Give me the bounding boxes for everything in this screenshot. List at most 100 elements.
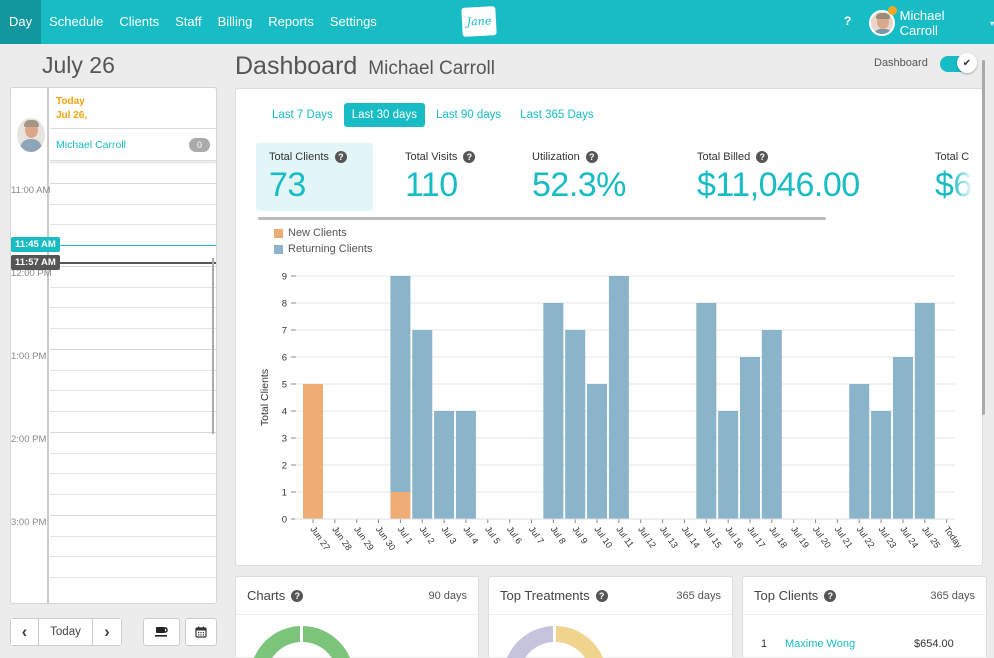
time-slot-line	[50, 204, 216, 205]
card-charts: Charts? 90 days	[235, 576, 479, 658]
time-slot-line	[50, 307, 216, 308]
user-name: Michael Carroll	[899, 8, 945, 38]
stats-horizontal-scrollbar[interactable]	[258, 217, 826, 220]
nav-schedule[interactable]: Schedule	[49, 14, 104, 29]
bar-returning-clients	[696, 303, 717, 519]
nav-billing[interactable]: Billing	[217, 14, 253, 29]
donut-segment	[303, 626, 350, 658]
treatments-donut	[507, 626, 603, 658]
card-header: Top Treatments? 365 days	[489, 577, 732, 615]
x-tick-label: Jul 11	[614, 524, 636, 549]
client-name-link[interactable]: Maxime Wong	[785, 637, 856, 650]
nav-staff[interactable]: Staff	[175, 14, 202, 29]
main-scrollbar[interactable]	[982, 60, 985, 415]
y-tick-label: 3	[282, 434, 287, 445]
stat-label: Total Clients	[269, 151, 329, 163]
y-tick-label: 9	[282, 272, 287, 283]
tab-last-365-days[interactable]: Last 365 Days	[520, 109, 594, 121]
user-avatar	[869, 10, 895, 36]
jane-logo[interactable]: Jane	[461, 6, 497, 37]
help-circle-icon[interactable]: ?	[824, 589, 837, 602]
now-time-pill: 11:45 AM	[11, 237, 60, 252]
card-top-clients: Top Clients? 365 days 1 Maxime Wong $654…	[742, 576, 987, 657]
x-tick-label: Jul 25	[920, 524, 942, 549]
x-tick-label: Jul 15	[702, 524, 724, 549]
stat-value: $11,046.00	[697, 166, 860, 204]
tab-last-30-days[interactable]: Last 30 days	[343, 103, 425, 127]
time-slot-line	[50, 453, 216, 454]
stat-value: 110	[405, 166, 458, 204]
user-menu[interactable]: Michael Carroll ▾	[869, 8, 994, 38]
time-slot-line	[50, 370, 216, 371]
stat-label: Total Billed	[697, 151, 751, 163]
bar-returning-clients	[892, 357, 913, 519]
date-nav-group: ‹ Today ›	[10, 618, 122, 646]
nav-day[interactable]: Day	[0, 0, 42, 44]
nav-reports[interactable]: Reports	[268, 14, 314, 29]
time-slot-line	[50, 162, 216, 163]
x-tick-label: Jul 4	[461, 524, 480, 545]
stat-total-billed[interactable]: Total Billed? $11,046.00	[684, 143, 904, 211]
time-slot-line	[50, 183, 216, 184]
y-tick-label: 1	[282, 488, 287, 499]
stat-total-visits[interactable]: Total Visits? 110	[392, 143, 502, 211]
top-nav-bar: Day Schedule Clients Staff Billing Repor…	[0, 0, 994, 44]
appointment-count-badge: 0	[188, 138, 210, 152]
bar-returning-clients	[849, 384, 870, 519]
card-title: Top Clients	[754, 588, 819, 603]
stat-total-clients[interactable]: Total Clients? 73	[256, 143, 373, 211]
time-slot-line	[50, 411, 216, 412]
staff-column-header[interactable]: Michael Carroll 0	[50, 130, 216, 161]
time-slot-line	[50, 432, 216, 433]
y-tick-label: 0	[282, 515, 287, 526]
time-label: 3:00 PM	[11, 517, 47, 528]
calendar-day-header: Today Jul 26,	[50, 88, 216, 129]
help-icon[interactable]: ?	[844, 14, 852, 28]
dashboard-toggle[interactable]: ✔	[940, 53, 977, 73]
help-circle-icon[interactable]: ?	[291, 589, 304, 602]
time-label: 11:00 AM	[11, 185, 51, 196]
x-tick-label: Jul 21	[833, 524, 855, 549]
stat-utilization[interactable]: Utilization? 52.3%	[519, 143, 659, 211]
stat-total-partial[interactable]: Total C $6	[922, 143, 982, 211]
notification-dot	[888, 6, 897, 15]
card-period: 365 days	[676, 589, 721, 602]
card-top-treatments: Top Treatments? 365 days	[488, 576, 733, 658]
card-period: 365 days	[930, 589, 975, 602]
help-circle-icon[interactable]: ?	[756, 151, 769, 163]
x-tick-label: Jul 13	[658, 524, 680, 549]
card-header: Top Clients? 365 days	[743, 577, 986, 615]
x-tick-label: Jun 29	[352, 524, 376, 552]
card-period: 90 days	[428, 589, 467, 602]
help-circle-icon[interactable]: ?	[595, 589, 608, 602]
next-day-button[interactable]: ›	[93, 618, 122, 646]
legend-label: New Clients	[288, 227, 347, 239]
x-tick-label: Jul 3	[439, 524, 458, 545]
time-slot-line	[50, 266, 216, 267]
calendar-scrollbar[interactable]	[212, 258, 214, 434]
donut-segment	[507, 626, 553, 658]
help-circle-icon[interactable]: ?	[334, 151, 347, 163]
help-circle-icon[interactable]: ?	[585, 151, 598, 163]
today-button[interactable]: Today	[39, 618, 93, 646]
check-icon: ✔	[957, 53, 977, 73]
staff-name[interactable]: Michael Carroll	[56, 139, 127, 151]
bar-returning-clients	[565, 330, 586, 519]
break-button[interactable]	[143, 618, 180, 646]
tab-last-7-days[interactable]: Last 7 Days	[272, 109, 333, 121]
date-picker-button[interactable]	[185, 618, 217, 646]
time-slot-line	[50, 515, 216, 516]
help-circle-icon[interactable]: ?	[463, 151, 476, 163]
prev-day-button[interactable]: ‹	[10, 618, 39, 646]
nav-clients[interactable]: Clients	[119, 14, 160, 29]
x-tick-label: Jun 28	[330, 524, 354, 552]
x-tick-label: Jul 5	[483, 524, 502, 545]
nav-settings[interactable]: Settings	[329, 14, 377, 29]
x-tick-label: Jul 22	[855, 524, 877, 549]
tab-last-90-days[interactable]: Last 90 days	[435, 109, 502, 121]
time-slot-line	[50, 473, 216, 474]
time-slot-line	[50, 536, 216, 537]
time-slot-line	[50, 556, 216, 557]
current-time-line	[50, 262, 216, 264]
time-slot-line	[50, 390, 216, 391]
